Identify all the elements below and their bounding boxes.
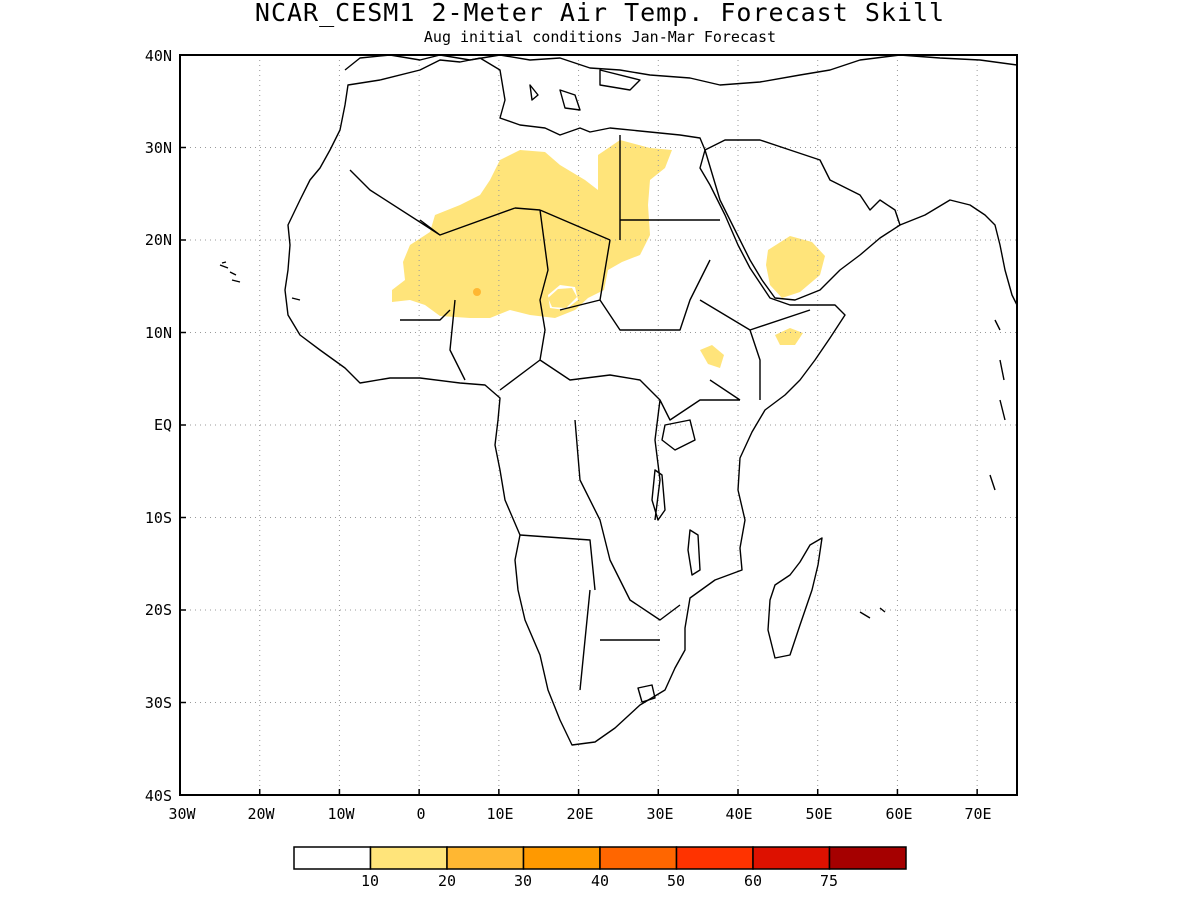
red-sea-borders [349, 135, 811, 691]
colorbar-box-6 [675, 846, 754, 870]
skill-region-ethiopia [700, 345, 724, 368]
lon-label-30e: 30E [646, 805, 673, 823]
colorbar-box-5 [599, 846, 678, 870]
lat-label-10n: 10N [145, 324, 172, 342]
colorbar-box-3 [446, 846, 525, 870]
colorbar-box-2 [369, 846, 448, 870]
colorbar-box-1 [293, 846, 372, 870]
colorbar-box-8 [828, 846, 907, 870]
lat-label-10s: 10S [145, 509, 172, 527]
latitude-labels: 40N 30N 20N 10N EQ 10S 20S 30S 40S [145, 47, 172, 805]
skill-region-somalia [775, 328, 803, 345]
lat-label-eq: EQ [154, 416, 172, 434]
coastlines [219, 54, 1018, 746]
mediterranean-islands [529, 69, 641, 111]
colorbar-label-75: 75 [819, 872, 839, 890]
lon-label-50e: 50E [805, 805, 832, 823]
skill-shading [392, 140, 825, 368]
asia-coastline [899, 199, 1018, 306]
europe-coastline [344, 54, 1018, 86]
colorbar-label-40: 40 [590, 872, 610, 890]
canary-islands [219, 264, 301, 301]
colorbar-label-60: 60 [743, 872, 763, 890]
skill-region-lake-chad-shade [548, 288, 577, 308]
lesotho-border [637, 684, 656, 703]
lon-label-60e: 60E [885, 805, 912, 823]
lake-victoria [661, 419, 696, 451]
chart-title: NCAR_CESM1 2-Meter Air Temp. Forecast Sk… [254, 0, 946, 27]
colorbar [293, 846, 907, 870]
lat-label-20n: 20N [145, 231, 172, 249]
colorbar-label-20: 20 [437, 872, 457, 890]
skill-region-yemen [766, 236, 825, 298]
colorbar-label-30: 30 [513, 872, 533, 890]
skill-region-sahara [392, 140, 672, 318]
lon-label-0: 0 [416, 805, 425, 823]
lon-label-30w: 30W [168, 805, 196, 823]
cape-verde [221, 261, 237, 276]
arabia-coastline [704, 139, 901, 301]
axis-ticks [179, 54, 978, 796]
lon-label-20w: 20W [247, 805, 275, 823]
longitude-labels: 30W 20W 10W 0 10E 20E 30E 40E 50E 60E 70… [168, 805, 991, 823]
chart-subtitle: Aug initial conditions Jan-Mar Forecast [423, 28, 777, 46]
lon-label-10e: 10E [486, 805, 513, 823]
gridlines [180, 55, 1017, 795]
colorbar-label-10: 10 [360, 872, 380, 890]
colorbar-box-4 [522, 846, 601, 870]
lat-label-40n: 40N [145, 47, 172, 65]
lake-tanganyika [651, 469, 666, 521]
lat-label-40s: 40S [145, 787, 172, 805]
skill-region-west-niger [473, 288, 481, 296]
lon-label-40e: 40E [725, 805, 752, 823]
lat-label-30n: 30N [145, 139, 172, 157]
madagascar-coastline [767, 537, 823, 659]
lake-malawi [687, 529, 701, 576]
africa-coastline [284, 57, 846, 746]
lat-label-20s: 20S [145, 601, 172, 619]
lon-label-20e: 20E [566, 805, 593, 823]
colorbar-label-50: 50 [666, 872, 686, 890]
lat-label-30s: 30S [145, 694, 172, 712]
lon-label-10w: 10W [327, 805, 355, 823]
colorbar-box-7 [752, 846, 831, 870]
lon-label-70e: 70E [964, 805, 991, 823]
indian-ocean-islands [859, 319, 1006, 619]
